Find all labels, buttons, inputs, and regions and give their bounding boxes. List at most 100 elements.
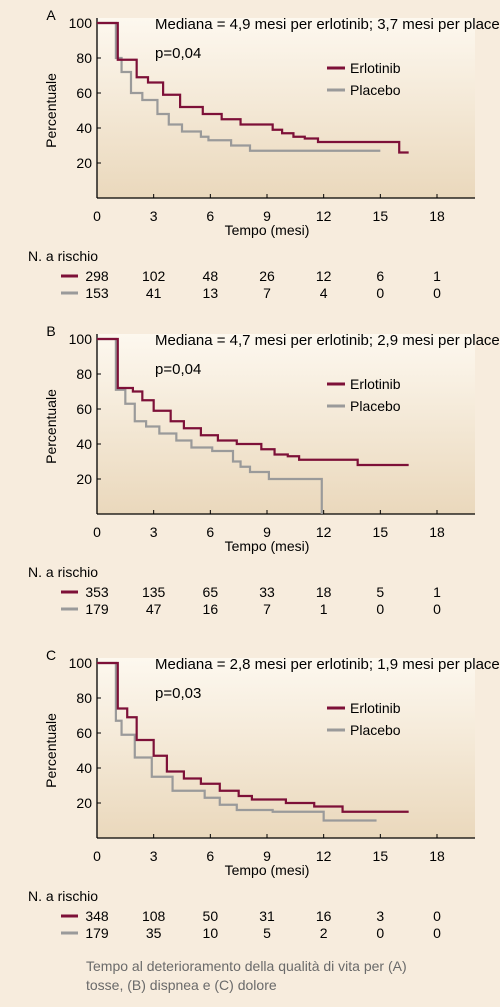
x-tick-label-18: 18 (429, 208, 445, 224)
risk-value-erlotinib-0: 298 (85, 268, 109, 284)
p-value-annotation: p=0,04 (155, 45, 201, 62)
risk-value-erlotinib-6: 65 (203, 584, 219, 600)
legend-label-erlotinib: Erlotinib (350, 60, 401, 76)
y-tick-label-40: 40 (76, 760, 92, 776)
risk-value-placebo-3: 41 (146, 285, 162, 301)
y-tick-label-100: 100 (69, 655, 93, 671)
risk-value-placebo-18: 0 (433, 601, 441, 617)
x-tick-label-12: 12 (316, 524, 332, 540)
x-axis-title: Tempo (mesi) (225, 538, 310, 554)
x-tick-label-15: 15 (373, 848, 389, 864)
risk-value-placebo-6: 13 (203, 285, 219, 301)
risk-value-placebo-9: 7 (263, 285, 271, 301)
x-tick-label-3: 3 (150, 848, 158, 864)
risk-value-placebo-15: 0 (376, 925, 384, 941)
risk-value-placebo-18: 0 (433, 925, 441, 941)
median-annotation: Mediana = 4,7 mesi per erlotinib; 2,9 me… (155, 332, 500, 349)
risk-value-placebo-0: 153 (85, 285, 109, 301)
y-axis-title: Percentuale (43, 73, 59, 148)
risk-value-erlotinib-3: 102 (142, 268, 166, 284)
risk-value-placebo-9: 5 (263, 925, 271, 941)
risk-value-placebo-3: 47 (146, 601, 162, 617)
x-tick-label-12: 12 (316, 848, 332, 864)
y-tick-label-100: 100 (69, 331, 93, 347)
risk-value-erlotinib-18: 0 (433, 908, 441, 924)
p-value-annotation: p=0,04 (155, 361, 201, 378)
p-value-annotation: p=0,03 (155, 685, 201, 702)
risk-value-erlotinib-9: 31 (259, 908, 275, 924)
risk-value-erlotinib-12: 18 (316, 584, 332, 600)
risk-table-title: N. a rischio (28, 888, 98, 904)
x-tick-label-0: 0 (93, 208, 101, 224)
x-axis-title: Tempo (mesi) (225, 862, 310, 878)
risk-value-erlotinib-15: 6 (376, 268, 384, 284)
y-tick-label-40: 40 (76, 436, 92, 452)
median-annotation: Mediana = 2,8 mesi per erlotinib; 1,9 me… (155, 656, 500, 673)
risk-table-title: N. a rischio (28, 248, 98, 264)
risk-value-erlotinib-15: 3 (376, 908, 384, 924)
x-tick-label-0: 0 (93, 524, 101, 540)
y-tick-label-100: 100 (69, 15, 93, 31)
risk-value-placebo-6: 16 (203, 601, 219, 617)
risk-value-erlotinib-12: 16 (316, 908, 332, 924)
y-axis-title: Percentuale (43, 713, 59, 788)
risk-value-placebo-0: 179 (85, 925, 109, 941)
figure-caption: Tempo al deterioramento della qualità di… (86, 958, 407, 993)
median-annotation: Mediana = 4,9 mesi per erlotinib; 3,7 me… (155, 16, 500, 33)
risk-value-placebo-12: 2 (320, 925, 328, 941)
panel-label: B (46, 323, 55, 339)
risk-value-erlotinib-18: 1 (433, 584, 441, 600)
x-tick-label-9: 9 (263, 848, 271, 864)
x-tick-label-6: 6 (206, 848, 214, 864)
x-tick-label-9: 9 (263, 208, 271, 224)
risk-value-erlotinib-9: 26 (259, 268, 275, 284)
risk-value-placebo-12: 1 (320, 601, 328, 617)
y-tick-label-60: 60 (76, 725, 92, 741)
x-tick-label-18: 18 (429, 848, 445, 864)
panel-label: C (46, 647, 56, 663)
risk-value-erlotinib-0: 348 (85, 908, 109, 924)
risk-value-placebo-9: 7 (263, 601, 271, 617)
risk-value-erlotinib-18: 1 (433, 268, 441, 284)
legend-label-erlotinib: Erlotinib (350, 700, 401, 716)
risk-value-placebo-12: 4 (320, 285, 328, 301)
y-tick-label-20: 20 (76, 471, 92, 487)
risk-value-erlotinib-6: 50 (203, 908, 219, 924)
risk-value-placebo-15: 0 (376, 285, 384, 301)
x-tick-label-0: 0 (93, 848, 101, 864)
risk-value-erlotinib-15: 5 (376, 584, 384, 600)
legend-label-erlotinib: Erlotinib (350, 376, 401, 392)
series-line-erlotinib (97, 21, 409, 154)
x-tick-label-3: 3 (150, 208, 158, 224)
y-tick-label-60: 60 (76, 401, 92, 417)
risk-value-erlotinib-3: 135 (142, 584, 166, 600)
series-line-placebo (97, 661, 377, 822)
y-tick-label-20: 20 (76, 155, 92, 171)
x-tick-label-9: 9 (263, 524, 271, 540)
y-tick-label-80: 80 (76, 690, 92, 706)
x-tick-label-6: 6 (206, 524, 214, 540)
risk-value-placebo-18: 0 (433, 285, 441, 301)
series-line-placebo (97, 21, 381, 152)
series-line-erlotinib (97, 337, 409, 467)
x-tick-label-15: 15 (373, 208, 389, 224)
plot-background (97, 334, 475, 514)
x-tick-label-6: 6 (206, 208, 214, 224)
risk-value-erlotinib-0: 353 (85, 584, 109, 600)
risk-value-placebo-3: 35 (146, 925, 162, 941)
risk-value-erlotinib-9: 33 (259, 584, 275, 600)
x-axis-title: Tempo (mesi) (225, 222, 310, 238)
legend-label-placebo: Placebo (350, 82, 401, 98)
risk-value-erlotinib-12: 12 (316, 268, 332, 284)
series-line-erlotinib (97, 661, 409, 813)
series-line-placebo (97, 337, 323, 514)
x-tick-label-18: 18 (429, 524, 445, 540)
risk-value-erlotinib-3: 108 (142, 908, 166, 924)
risk-value-placebo-6: 10 (203, 925, 219, 941)
panel-label: A (46, 7, 56, 23)
legend-label-placebo: Placebo (350, 722, 401, 738)
